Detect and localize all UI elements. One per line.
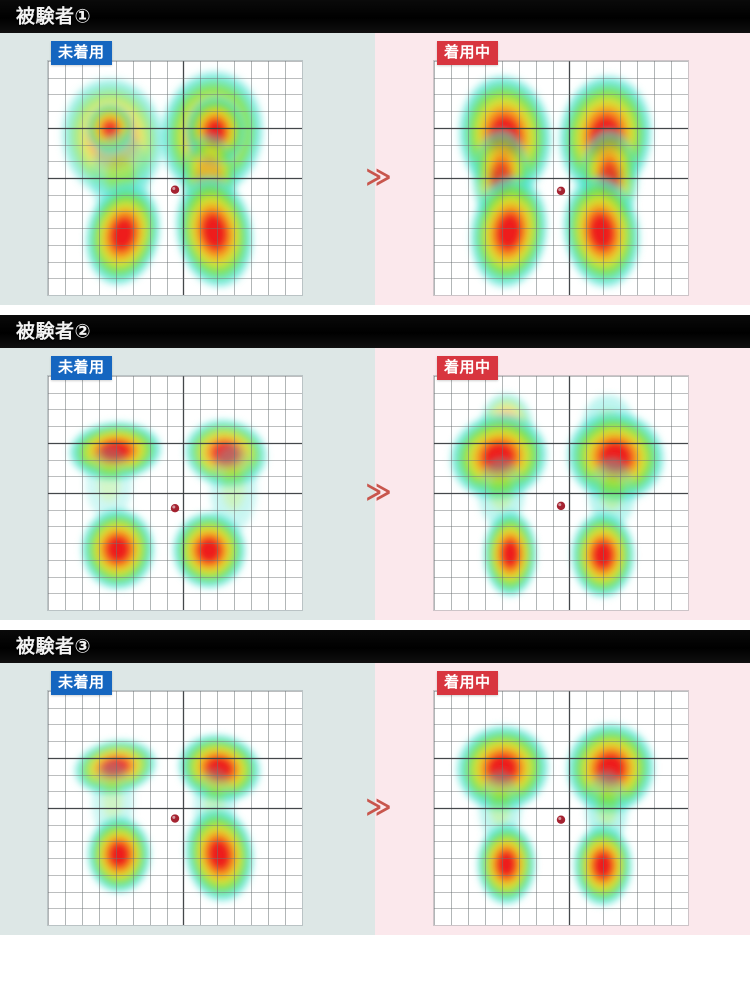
- page-title: 被験者①: [16, 5, 92, 27]
- status-badge-before: 未着用: [51, 671, 112, 695]
- comparison-area: 未着用 着用中 ≫: [0, 348, 750, 620]
- heatmap-plate-before: [48, 61, 302, 295]
- heatmap-plate-after: [434, 61, 688, 295]
- block-divider: [0, 305, 750, 315]
- heatmap-plate-before: [48, 691, 302, 925]
- status-badge-after: 着用中: [437, 41, 498, 65]
- heatmap-plate-before: [48, 376, 302, 610]
- heatmap-plate-after: [434, 376, 688, 610]
- status-badge-before: 未着用: [51, 41, 112, 65]
- block-divider: [0, 620, 750, 630]
- subject-header: 被験者②: [0, 315, 750, 348]
- subject-block: 被験者① 未着用 着用中 ≫: [0, 0, 750, 305]
- comparison-area: 未着用 着用中 ≫: [0, 33, 750, 305]
- subject-block: 被験者③ 未着用 着用中 ≫: [0, 630, 750, 935]
- page-title: 被験者②: [16, 320, 92, 342]
- status-badge-before: 未着用: [51, 356, 112, 380]
- subject-block: 被験者② 未着用 着用中 ≫: [0, 315, 750, 620]
- heatmap-plate-after: [434, 691, 688, 925]
- page-title: 被験者③: [16, 635, 92, 657]
- transition-arrow-icon: ≫: [365, 161, 391, 191]
- transition-arrow-icon: ≫: [365, 791, 391, 821]
- subject-header: 被験者①: [0, 0, 750, 33]
- subject-header: 被験者③: [0, 630, 750, 663]
- comparison-area: 未着用 着用中 ≫: [0, 663, 750, 935]
- status-badge-after: 着用中: [437, 671, 498, 695]
- status-badge-after: 着用中: [437, 356, 498, 380]
- transition-arrow-icon: ≫: [365, 476, 391, 506]
